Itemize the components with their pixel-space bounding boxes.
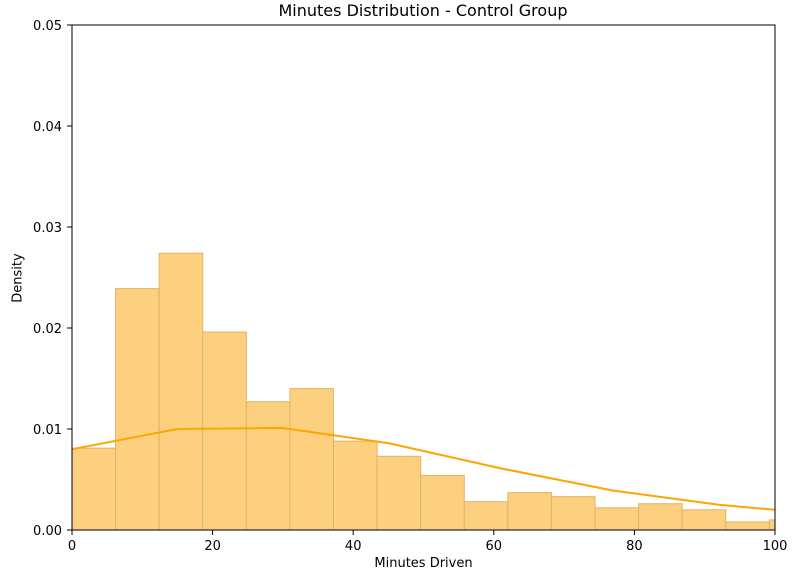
y-axis-ticks: 0.00 0.01 0.02 0.03 0.04 0.05 (33, 19, 72, 539)
x-tick-label: 0 (68, 539, 76, 554)
x-axis-ticks: 0 20 40 60 80 100 (68, 530, 788, 554)
y-tick-label: 0.03 (33, 221, 62, 236)
x-tick-label: 100 (763, 539, 788, 554)
histogram-bar (420, 474, 465, 531)
histogram-bar (333, 440, 378, 531)
y-axis-label: Density (10, 253, 26, 303)
histogram-bar (289, 388, 335, 531)
histogram-bar (71, 447, 117, 531)
histogram-bar (681, 509, 727, 531)
x-tick-label: 80 (626, 539, 643, 554)
y-tick-label: 0.04 (33, 120, 62, 135)
histogram-bar (463, 501, 509, 531)
y-tick-label: 0.05 (33, 19, 62, 34)
kde-line (71, 426, 776, 511)
histogram-bar (594, 507, 640, 531)
histogram-bar (768, 519, 776, 531)
x-tick-label: 60 (486, 539, 503, 554)
plot-frame (71, 24, 776, 531)
x-axis-label: Minutes Driven (374, 556, 473, 571)
histogram-bar (202, 331, 247, 531)
x-tick-label: 40 (345, 539, 362, 554)
histogram-bar (507, 492, 552, 531)
y-tick-label: 0.02 (33, 322, 62, 337)
y-tick-label: 0.00 (33, 524, 62, 539)
histogram-bars (71, 252, 776, 531)
histogram-bar (115, 288, 160, 531)
histogram-bar (638, 503, 683, 531)
chart-title: Minutes Distribution - Control Group (278, 1, 568, 20)
histogram-bar (550, 496, 596, 531)
x-tick-label: 20 (204, 539, 221, 554)
histogram-bar (725, 521, 770, 531)
histogram-bar (245, 401, 291, 531)
y-tick-label: 0.01 (33, 423, 62, 438)
histogram-bar (376, 455, 422, 531)
histogram-bar (158, 252, 204, 531)
